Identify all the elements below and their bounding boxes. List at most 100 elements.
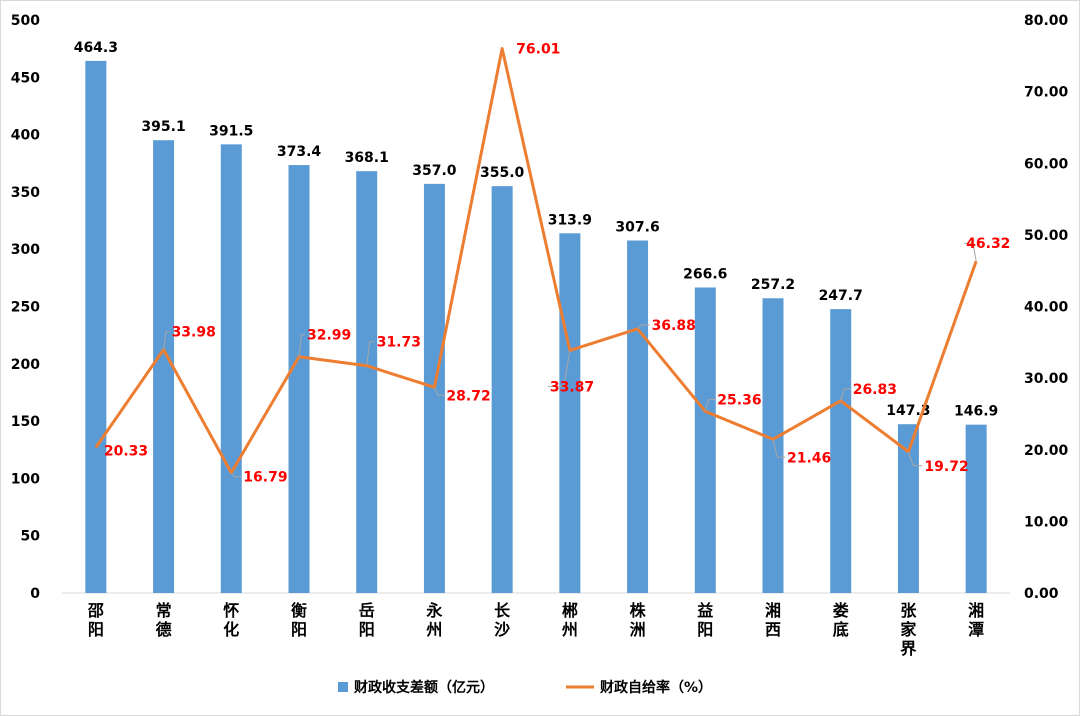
line-data-label: 76.01 — [516, 42, 560, 58]
x-category-label: 张家界 — [900, 601, 917, 658]
bar-data-label: 257.2 — [751, 277, 795, 293]
y-right-tick-label: 60.00 — [1024, 156, 1069, 172]
y-left-tick-label: 400 — [11, 128, 40, 144]
line-data-label: 21.46 — [787, 450, 831, 466]
bar — [897, 424, 919, 593]
leader-line — [637, 324, 650, 330]
bar-data-label: 247.7 — [819, 288, 863, 304]
legend-label-line: 财政自给率（%） — [599, 679, 712, 696]
bar-data-label: 146.9 — [954, 404, 998, 420]
y-left-tick-label: 0 — [30, 586, 40, 602]
y-left-tick-label: 200 — [11, 357, 40, 373]
line-data-label: 31.73 — [377, 335, 421, 351]
x-category-label: 衡阳 — [291, 601, 307, 639]
bar-data-label: 307.6 — [615, 219, 659, 235]
y-right-tick-label: 30.00 — [1024, 371, 1069, 387]
bar-data-labels: 464.3 395.1 391.5 373.4 368.1 357.0 355.0 313.9… — [74, 40, 999, 420]
bar-data-label: 313.9 — [548, 212, 592, 228]
x-category-label: 益阳 — [697, 601, 713, 639]
leader-line — [547, 350, 571, 387]
x-category-label: 邵阳 — [87, 601, 104, 639]
leader-line — [907, 451, 923, 467]
x-category-label: 湘西 — [765, 601, 781, 639]
y-right-tick-label: 0.00 — [1024, 586, 1059, 602]
y-right-tick-label: 70.00 — [1024, 85, 1069, 101]
y-left-tick-label: 150 — [11, 414, 40, 430]
leader-line — [298, 334, 305, 357]
line-data-label: 46.32 — [966, 236, 1010, 252]
legend-swatch-bar — [338, 682, 348, 692]
x-category-label: 株洲 — [630, 601, 647, 639]
y-left-tick-label: 350 — [11, 185, 40, 201]
axes: 0 50 100 150 200 250 300 350 400 450 500 0.00 10.00 2… — [11, 13, 1069, 658]
line-data-label: 33.98 — [172, 325, 216, 341]
bar — [559, 233, 581, 593]
line-data-label: 36.88 — [652, 318, 696, 334]
bar-data-label: 464.3 — [74, 40, 118, 56]
line-data-label: 26.83 — [853, 382, 897, 398]
leader-line — [704, 398, 716, 412]
leader-line — [433, 387, 445, 396]
bar — [85, 60, 107, 593]
line-path — [94, 47, 978, 475]
bar — [830, 309, 852, 593]
y-left-tick-label: 450 — [11, 70, 40, 86]
bar-data-label: 357.0 — [412, 163, 457, 179]
bar — [694, 287, 716, 593]
bar-data-label: 395.1 — [141, 119, 185, 135]
x-category-label: 湘潭 — [968, 601, 984, 639]
line-data-label: 19.72 — [924, 459, 968, 475]
bar-data-label: 391.5 — [209, 123, 253, 139]
bar — [356, 171, 378, 593]
leader-line — [840, 388, 851, 401]
bar-data-label: 368.1 — [345, 150, 389, 166]
bar — [627, 240, 649, 593]
bar-data-label: 266.6 — [683, 266, 727, 282]
y-left-tick-label: 50 — [21, 529, 41, 545]
leader-line — [964, 242, 977, 262]
line-data-label: 16.79 — [243, 470, 287, 486]
x-category-label: 长沙 — [494, 601, 511, 639]
x-category-label: 岳阳 — [359, 601, 375, 639]
bar — [762, 298, 784, 593]
leader-line — [230, 472, 242, 478]
bar-data-label: 373.4 — [277, 144, 322, 160]
y-left-tick-label: 500 — [11, 13, 40, 29]
bar-data-label: 355.0 — [480, 165, 525, 181]
line-data-label: 25.36 — [717, 392, 761, 408]
leader-line — [163, 331, 170, 350]
x-category-label: 郴州 — [561, 601, 578, 639]
bar-series — [85, 60, 987, 594]
leader-line — [772, 439, 785, 458]
x-category-label: 永州 — [425, 601, 442, 639]
bar — [288, 165, 310, 593]
y-left-tick-label: 100 — [11, 471, 40, 487]
y-left-tick-label: 300 — [11, 242, 40, 258]
y-right-tick-label: 10.00 — [1024, 514, 1069, 530]
line-data-labels: 20.33 33.98 16.79 32.99 31.73 28.72 76.01 33.87… — [104, 42, 1011, 486]
y-right-tick-label: 20.00 — [1024, 443, 1069, 459]
x-category-label: 常德 — [156, 601, 172, 639]
legend-label-bar: 财政收支差额（亿元） — [353, 679, 494, 696]
bar — [220, 144, 242, 593]
y-right-tick-label: 80.00 — [1024, 13, 1069, 29]
leader-line — [366, 341, 375, 366]
legend: 财政收支差额（亿元） 财政自给率（%） — [338, 679, 712, 696]
y-right-tick-label: 40.00 — [1024, 300, 1069, 316]
line-series — [94, 47, 978, 475]
bar — [965, 424, 987, 593]
line-data-label: 20.33 — [104, 443, 148, 459]
line-data-label: 28.72 — [446, 388, 490, 404]
line-data-label: 33.87 — [550, 379, 594, 395]
x-category-label: 怀化 — [223, 601, 239, 639]
y-left-tick-label: 250 — [11, 300, 40, 316]
bar — [153, 140, 175, 593]
bar-data-label: 147.3 — [886, 403, 930, 419]
line-data-label: 32.99 — [307, 328, 351, 344]
y-right-tick-label: 50.00 — [1024, 228, 1069, 244]
x-category-label: 娄底 — [833, 601, 849, 639]
bar — [491, 186, 513, 594]
